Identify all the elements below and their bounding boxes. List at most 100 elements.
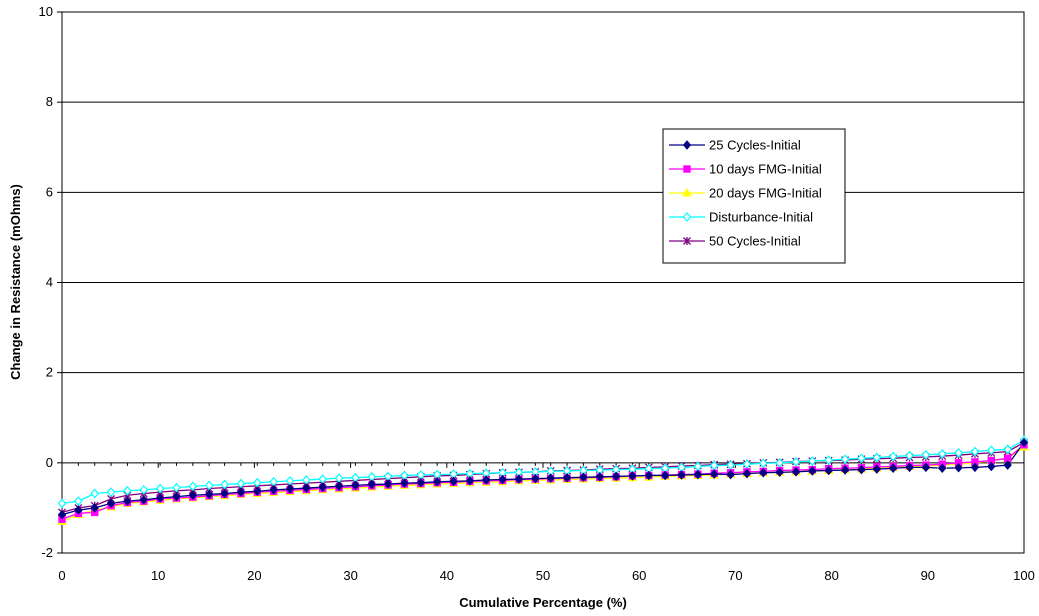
y-tick-label: 6 bbox=[46, 184, 53, 199]
data-point bbox=[759, 458, 768, 469]
x-tick-label: 90 bbox=[921, 568, 935, 583]
data-point bbox=[531, 473, 540, 484]
data-point bbox=[205, 489, 214, 500]
x-tick-label: 50 bbox=[536, 568, 550, 583]
data-point bbox=[1003, 444, 1012, 455]
y-tick-label: 4 bbox=[46, 275, 53, 290]
data-point bbox=[987, 461, 996, 472]
data-point bbox=[562, 472, 572, 483]
series-markers bbox=[57, 435, 1029, 509]
data-point bbox=[970, 462, 980, 473]
data-point bbox=[433, 477, 442, 487]
data-point bbox=[857, 453, 866, 464]
data-point bbox=[954, 448, 963, 458]
data-point bbox=[204, 480, 214, 491]
data-point bbox=[970, 446, 980, 457]
data-point bbox=[416, 477, 425, 488]
data-point bbox=[57, 509, 67, 520]
data-point bbox=[57, 498, 67, 509]
data-point bbox=[791, 467, 801, 477]
data-point bbox=[710, 469, 719, 479]
data-point bbox=[921, 462, 931, 473]
data-point bbox=[302, 483, 311, 493]
data-point bbox=[90, 503, 99, 513]
data-point bbox=[351, 480, 360, 491]
x-tick-label: 20 bbox=[247, 568, 261, 583]
data-point bbox=[661, 470, 670, 481]
data-point bbox=[155, 483, 165, 494]
data-point bbox=[253, 486, 262, 496]
x-tick-label: 80 bbox=[824, 568, 838, 583]
data-point bbox=[285, 484, 295, 494]
data-point bbox=[611, 471, 621, 482]
data-point bbox=[139, 495, 148, 505]
data-point bbox=[400, 478, 409, 488]
legend-item: 25 Cycles-Initial bbox=[669, 138, 801, 153]
data-point bbox=[172, 482, 181, 493]
data-point bbox=[921, 449, 931, 460]
data-point bbox=[367, 479, 376, 490]
data-point bbox=[905, 450, 914, 461]
data-point bbox=[775, 467, 784, 478]
data-point bbox=[791, 457, 801, 467]
data-point bbox=[644, 470, 653, 481]
y-tick-label: 0 bbox=[46, 455, 53, 470]
data-point bbox=[808, 466, 817, 476]
data-point bbox=[579, 472, 588, 483]
x-tick-label: 100 bbox=[1013, 568, 1035, 583]
data-point bbox=[172, 491, 181, 502]
data-point bbox=[220, 488, 229, 499]
data-point bbox=[872, 464, 881, 474]
data-point bbox=[824, 465, 833, 476]
data-point bbox=[465, 476, 475, 486]
data-point bbox=[188, 481, 198, 492]
x-tick-label: 0 bbox=[58, 568, 65, 583]
data-point bbox=[383, 479, 393, 489]
legend-item: 50 Cycles-Initial bbox=[669, 234, 801, 249]
data-point bbox=[139, 484, 149, 495]
data-point bbox=[595, 472, 604, 482]
data-point bbox=[683, 237, 691, 245]
data-point bbox=[682, 212, 692, 222]
x-axis-title: Cumulative Percentage (%) bbox=[459, 595, 627, 610]
data-point bbox=[954, 463, 963, 473]
data-point bbox=[938, 463, 947, 474]
data-point bbox=[74, 505, 83, 515]
data-point bbox=[905, 462, 914, 473]
data-point bbox=[888, 451, 898, 462]
data-point bbox=[334, 481, 344, 492]
data-point bbox=[1019, 437, 1029, 448]
data-point bbox=[90, 488, 100, 499]
legend-label: 25 Cycles-Initial bbox=[709, 138, 801, 153]
x-tick-label: 10 bbox=[151, 568, 165, 583]
data-point bbox=[857, 464, 866, 475]
series-markers bbox=[57, 437, 1029, 520]
data-point bbox=[106, 498, 116, 509]
data-point bbox=[628, 471, 637, 481]
data-point bbox=[106, 487, 116, 498]
data-point bbox=[677, 470, 686, 480]
legend-item: Disturbance-Initial bbox=[669, 210, 813, 225]
x-tick-label: 30 bbox=[343, 568, 357, 583]
data-point bbox=[986, 445, 996, 456]
data-point bbox=[220, 479, 229, 490]
data-point bbox=[449, 476, 458, 487]
data-point bbox=[482, 475, 491, 485]
data-point bbox=[1003, 460, 1012, 470]
x-tick-label: 60 bbox=[632, 568, 646, 583]
data-point bbox=[808, 456, 817, 466]
data-point bbox=[188, 490, 197, 501]
data-point bbox=[693, 469, 703, 480]
data-point bbox=[498, 474, 507, 485]
y-tick-label: 10 bbox=[39, 4, 53, 19]
legend-label: 50 Cycles-Initial bbox=[709, 234, 801, 249]
y-tick-label: 2 bbox=[46, 365, 53, 380]
data-point bbox=[269, 485, 278, 495]
y-tick-label: 8 bbox=[46, 94, 53, 109]
data-point bbox=[155, 493, 165, 503]
data-point bbox=[546, 473, 555, 483]
data-point bbox=[318, 482, 327, 492]
legend-label: 10 days FMG-Initial bbox=[709, 162, 822, 177]
